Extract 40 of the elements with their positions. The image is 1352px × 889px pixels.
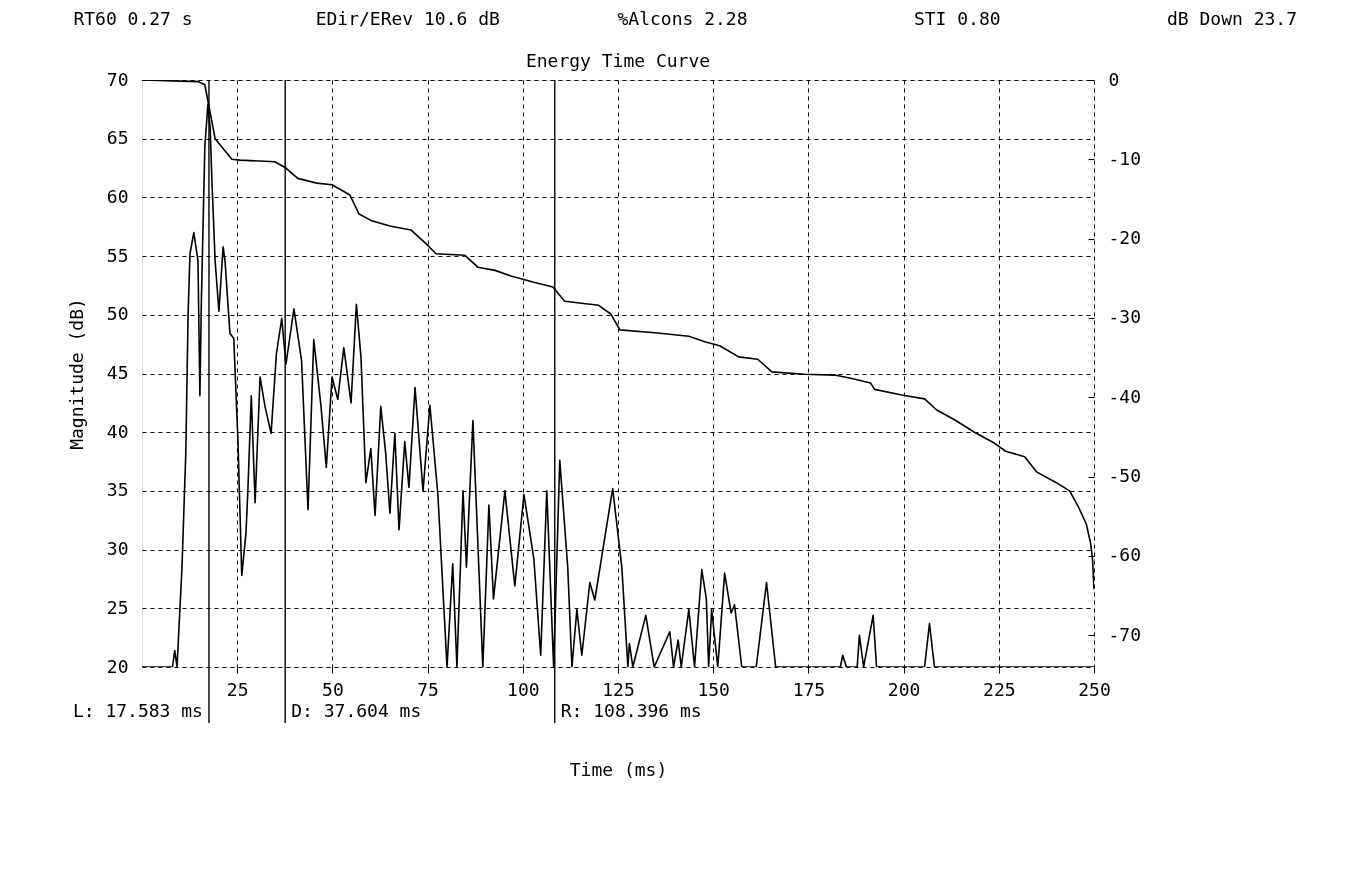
y-tick-label: 55: [106, 244, 129, 266]
x-tick-label: 225: [983, 678, 1016, 700]
y-tick-label: 40: [106, 420, 129, 442]
text: STI 0.80: [913, 8, 1001, 29]
text: %Alcons 2.28: [617, 8, 748, 29]
y2-tick-label: -70: [1108, 623, 1142, 645]
y2-tick-label: -20: [1108, 227, 1142, 249]
y-tick-label: 50: [106, 303, 129, 325]
y2-tick-label: -40: [1108, 385, 1142, 407]
ref-line-label: L: 17.583 ms: [72, 700, 203, 721]
y-tick-label: 60: [106, 185, 129, 207]
x-tick-label: 175: [792, 678, 826, 700]
text: RT60 0.27 s: [73, 8, 193, 29]
x-tick-label: 100: [507, 678, 540, 700]
y-tick-label: 30: [106, 538, 129, 560]
x-tick-label: 75: [417, 678, 439, 700]
x-tick-label: 150: [697, 678, 730, 700]
y2-tick-label: -60: [1108, 544, 1142, 566]
y-tick-label: 45: [106, 362, 129, 383]
x-axis-title: Time (ms): [569, 758, 668, 780]
y2-tick-label: -30: [1108, 306, 1142, 328]
ref-line-label: D: 37.604 ms: [291, 700, 422, 721]
y-tick-label: 20: [106, 655, 129, 677]
y-tick-label: 70: [106, 68, 129, 90]
y-tick-label: 35: [106, 479, 129, 501]
y-tick-label: 25: [106, 596, 129, 618]
y2-tick-label: -50: [1108, 465, 1142, 487]
x-tick-label: 200: [887, 678, 921, 700]
x-tick-label: 250: [1078, 678, 1111, 700]
x-tick-label: 25: [226, 678, 249, 700]
y-axis-title: Magnitude (dB): [65, 298, 87, 450]
text: dB Down 23.7: [1166, 8, 1298, 29]
chart-title: Energy Time Curve: [525, 50, 711, 71]
y2-tick-label: 0: [1108, 68, 1120, 90]
x-tick-label: 50: [322, 678, 344, 700]
y-tick-label: 65: [106, 127, 129, 149]
ref-line-label: R: 108.396 ms: [560, 700, 702, 721]
x-tick-label: 125: [602, 678, 635, 700]
text: EDir/ERev 10.6 dB: [315, 8, 500, 29]
y2-tick-label: -10: [1108, 147, 1142, 169]
